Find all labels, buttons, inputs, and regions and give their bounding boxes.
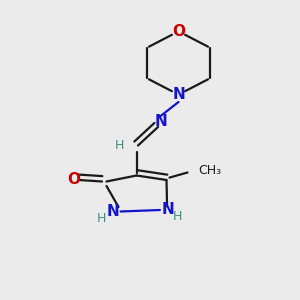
Text: N: N bbox=[154, 114, 167, 129]
Text: H: H bbox=[114, 139, 124, 152]
Text: N: N bbox=[162, 202, 174, 217]
Text: N: N bbox=[172, 87, 185, 102]
Text: H: H bbox=[97, 212, 106, 225]
Text: O: O bbox=[67, 172, 80, 188]
Text: O: O bbox=[172, 24, 185, 39]
Text: CH₃: CH₃ bbox=[199, 164, 222, 177]
Text: N: N bbox=[106, 204, 119, 219]
Text: H: H bbox=[173, 210, 183, 223]
